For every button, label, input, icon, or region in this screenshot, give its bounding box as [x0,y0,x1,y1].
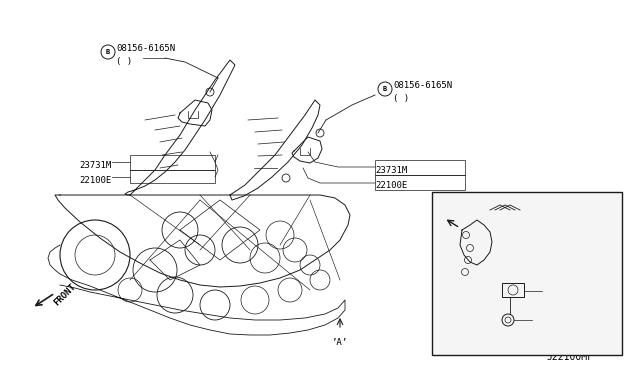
Bar [432,192,622,355]
Text: B: B [106,49,110,55]
Text: J22100MF: J22100MF [547,352,593,362]
Bar [130,155,215,170]
Text: ( ): ( ) [393,93,409,103]
Text: 22406A: 22406A [532,315,564,324]
Text: ( ): ( ) [116,57,132,65]
Text: 23731M: 23731M [375,166,407,174]
Text: 08156-6165N: 08156-6165N [116,44,175,52]
Text: 22100E: 22100E [80,176,112,185]
Text: FRONT: FRONT [462,210,486,234]
Text: 22100E: 22100E [375,180,407,189]
Bar [502,283,524,297]
Text: 23731T: 23731T [542,286,574,295]
Bar [130,170,215,183]
Text: 23731M: 23731M [80,160,112,170]
Text: FRONT: FRONT [52,282,77,308]
Text: 08156-6165N: 08156-6165N [393,80,452,90]
Bar [375,175,465,190]
Text: B: B [383,86,387,92]
Bar [375,160,465,175]
Text: VIEW 'A': VIEW 'A' [554,200,598,209]
Text: ’A’: ’A’ [332,338,348,347]
